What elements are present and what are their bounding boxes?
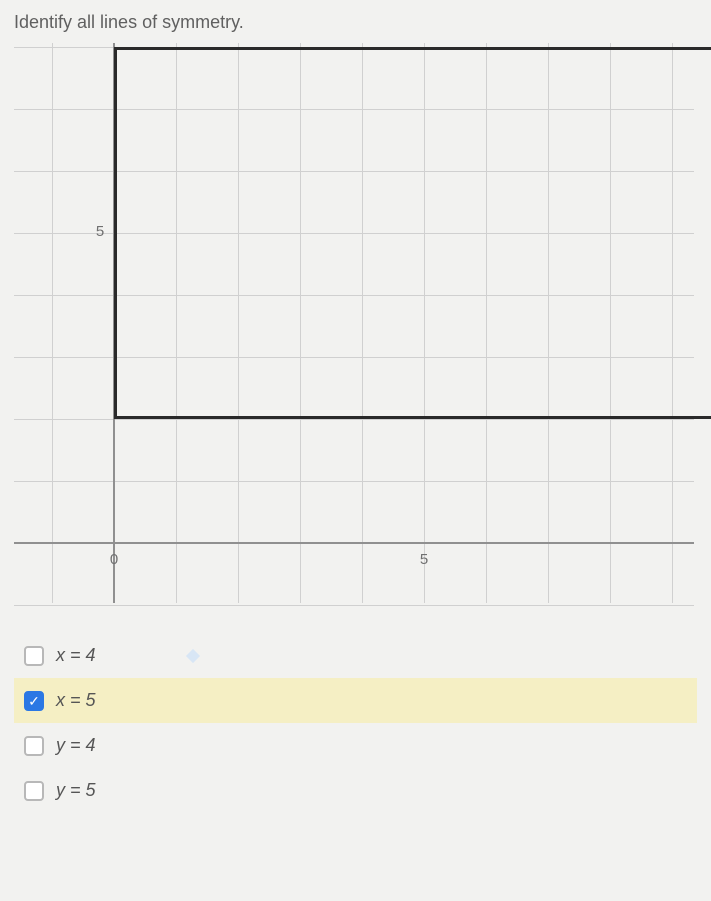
answer-option-d[interactable]: y = 5 — [14, 768, 697, 813]
answer-label-a: x = 4 — [56, 645, 96, 666]
y-tick-label: 5 — [96, 223, 104, 240]
diamond-icon — [185, 648, 199, 662]
checkbox-c[interactable] — [24, 736, 44, 756]
checkbox-d[interactable] — [24, 781, 44, 801]
x-tick-label: 5 — [420, 551, 428, 568]
answer-option-c[interactable]: y = 4 — [14, 723, 697, 768]
answer-label-b: x = 5 — [56, 690, 96, 711]
checkbox-b[interactable] — [24, 691, 44, 711]
answer-option-a[interactable]: x = 4 — [14, 633, 697, 678]
answer-option-b[interactable]: x = 5 — [14, 678, 697, 723]
checkbox-a[interactable] — [24, 646, 44, 666]
gridline-horizontal — [14, 481, 694, 482]
rectangle-shape — [114, 47, 711, 419]
x-axis — [14, 542, 694, 544]
answer-label-c: y = 4 — [56, 735, 96, 756]
answer-list: x = 4 x = 5 y = 4 y = 5 — [14, 633, 697, 813]
gridline-vertical — [52, 43, 53, 603]
gridline-horizontal — [14, 605, 694, 606]
answer-label-d: y = 5 — [56, 780, 96, 801]
question-text: Identify all lines of symmetry. — [14, 12, 697, 33]
gridline-horizontal — [14, 419, 694, 420]
coordinate-graph: 05105 — [14, 43, 694, 603]
x-tick-label: 0 — [110, 551, 118, 568]
